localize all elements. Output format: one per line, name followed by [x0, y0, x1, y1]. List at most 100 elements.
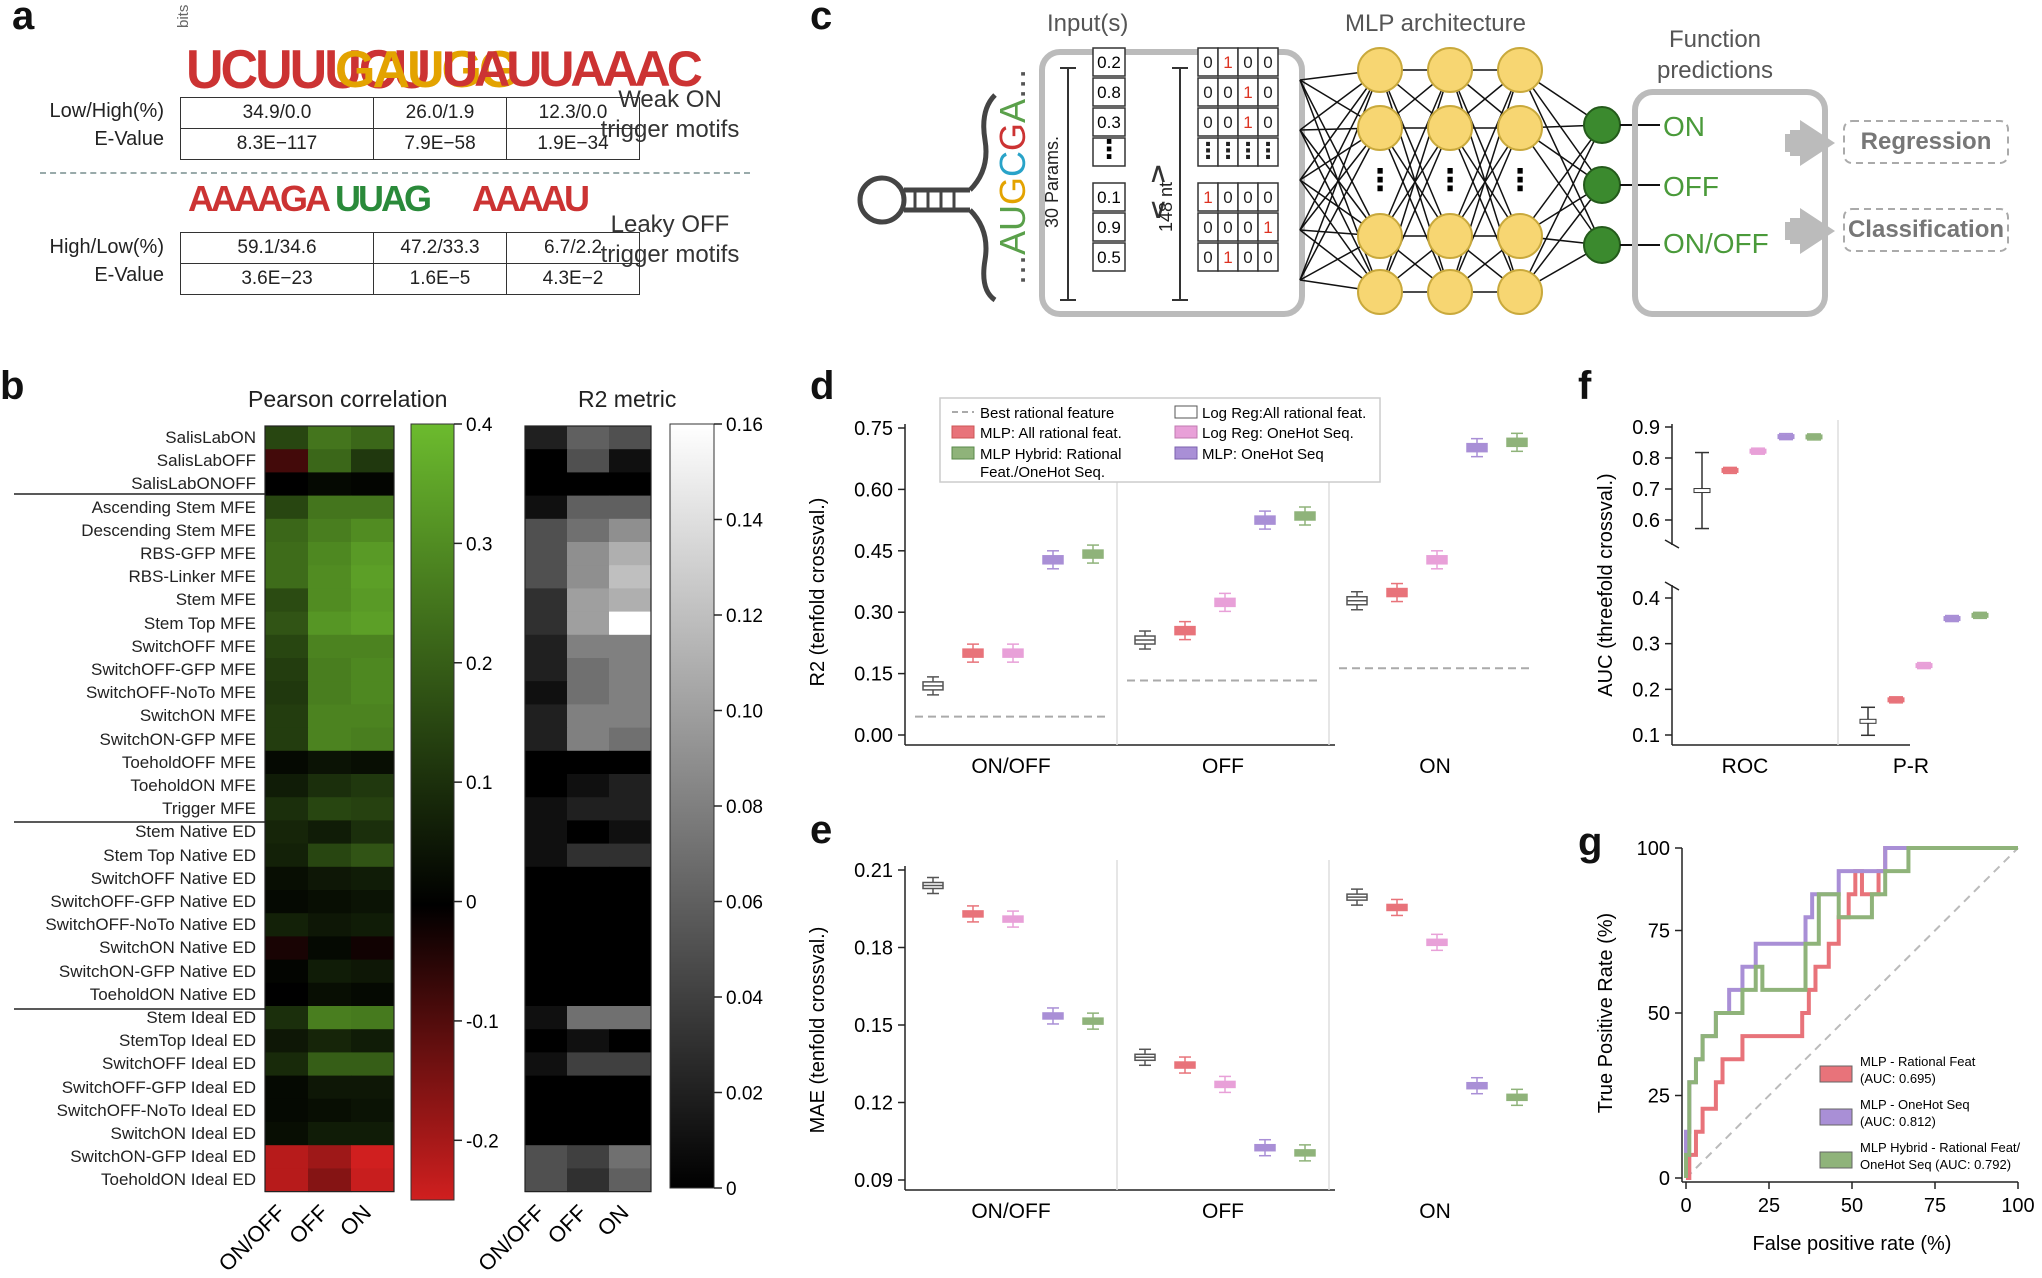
motif-logo: UAUUAAAC: [442, 41, 703, 97]
heatmap-cell: [567, 611, 610, 636]
heatmap-cell: [308, 890, 352, 914]
heatmap-cell: [265, 1122, 309, 1146]
heatmap-cell: [308, 913, 352, 937]
heatmap-cell: [525, 727, 568, 752]
param-value: ⋮: [1096, 134, 1122, 164]
table-cell: 47.2/33.3: [373, 232, 507, 264]
heatmap-cell: [308, 1029, 352, 1053]
onehot-value: 1: [1243, 113, 1252, 132]
heatmap-cell: [351, 820, 395, 845]
heatmap-cell: [609, 1029, 652, 1053]
heatmap-cell: [265, 611, 309, 636]
colorbar-tick-label: 0.08: [726, 797, 763, 818]
and-symbol: ∧: [1148, 157, 1169, 188]
heatmap-cell: [525, 1145, 568, 1169]
param-value: 0.8: [1097, 83, 1121, 102]
colorbar-tick-label: -0.2: [466, 1131, 499, 1152]
heatmap-cell: [609, 634, 652, 659]
heatmap-cell: [609, 727, 652, 752]
param-value: 0.9: [1097, 218, 1121, 237]
heatmap-row-label: RBS-Linker MFE: [128, 567, 256, 587]
onehot-value: 0: [1263, 53, 1272, 72]
heatmap-row-label: SwitchON Ideal ED: [110, 1124, 257, 1143]
heatmap-row-label: SwitchOFF MFE: [131, 636, 256, 656]
heatmap-cell: [351, 518, 395, 543]
heatmap-cell: [567, 681, 610, 705]
legend-swatch: [1174, 446, 1198, 460]
panel-label-g: g: [1578, 820, 1603, 864]
colorbar-tick-label: 0.10: [726, 702, 763, 723]
leaky-off-table: 59.1/34.6 47.2/33.3 6.7/2.2 3.6E−23 1.6E−5 4…: [180, 232, 640, 295]
heatmap-row-label: SwitchOFF-NoTo Ideal ED: [56, 1100, 256, 1120]
motif-logo: UCUUUCU: [186, 39, 431, 101]
heatmap-cell: [308, 959, 352, 984]
heatmap-cell: [308, 1006, 352, 1030]
heatmap-cell: [351, 890, 395, 914]
table-cell: 7.9E−58: [373, 128, 507, 160]
heatmap-row-label: ToeholdON MFE: [130, 776, 256, 795]
heatmap-row-label: Stem Ideal ED: [146, 1008, 256, 1027]
heatmap-cell: [525, 518, 568, 543]
leaky-off-label-2: trigger motifs: [600, 241, 740, 268]
y-tick-label: 0.15: [854, 1015, 893, 1037]
colorbar-tick-label: 0.1: [466, 773, 492, 794]
heatmap-cell: [525, 890, 568, 914]
heatmap-cell: [567, 1029, 610, 1053]
heatmap-cell: [351, 1122, 395, 1146]
box-log-reg-onehot-seq-: [1749, 448, 1767, 454]
heatmap-row-label: SwitchON MFE: [139, 706, 256, 726]
y-tick-label: 0.18: [854, 938, 893, 960]
onehot-cell: [1257, 137, 1279, 167]
group-label: ON/OFF: [971, 1200, 1050, 1223]
heatmap-row-label: SwitchON-GFP Native ED: [58, 961, 256, 981]
heatmap-cell: [567, 1122, 610, 1146]
sequence-label: ...AUGCGA...: [992, 69, 1033, 285]
heatmap-row-label: SalisLabONOFF: [131, 474, 256, 494]
heatmap-cell: [308, 1098, 352, 1123]
connection: [1519, 69, 1603, 246]
heatmap-cell: [265, 495, 309, 520]
table-cell: 3.6E−23: [180, 263, 374, 295]
heatmap-cell: [525, 1075, 568, 1100]
onehot-value: 0: [1203, 83, 1212, 102]
neuron: [1497, 105, 1543, 151]
heatmap-cell: [525, 658, 568, 682]
heatmap-cell: [567, 426, 610, 450]
heatmap-cell: [525, 936, 568, 961]
colorbar-tick-label: 0.16: [726, 415, 763, 436]
connection: [1299, 127, 1381, 281]
heatmap-cell: [351, 1006, 395, 1030]
colorbar-tick-label: 0.12: [726, 606, 763, 627]
motif-logo: AAAAU: [472, 178, 590, 219]
y-tick-label: 0.45: [854, 541, 893, 563]
heatmap-cell: [265, 518, 309, 543]
row-label: High/Low(%): [49, 236, 164, 258]
neuron: [1497, 47, 1543, 93]
row-label: E-Value: [94, 264, 164, 286]
y-tick-label: 0.2: [1632, 679, 1660, 701]
heatmap-row-label: Descending Stem MFE: [81, 520, 256, 540]
heatmap-cell: [609, 1122, 652, 1146]
row-label: E-Value: [94, 128, 164, 150]
heatmap-cell: [567, 936, 610, 961]
axis-break: [1664, 581, 1680, 591]
group-label: OFF: [1202, 1200, 1244, 1223]
table-cell: 59.1/34.6: [180, 232, 374, 264]
heatmap-cell: [265, 1145, 309, 1169]
heatmap-row-label: Ascending Stem MFE: [91, 497, 256, 517]
onehot-cell: [1257, 182, 1279, 212]
x-axis-label: False positive rate (%): [1753, 1233, 1952, 1255]
heatmap-cell: [525, 913, 568, 937]
heatmap-cell: [609, 843, 652, 868]
heatmap-cell: [351, 959, 395, 984]
param-value: 0.2: [1097, 53, 1121, 72]
y-tick-label: 0.12: [854, 1093, 893, 1115]
heatmap-row-label: SwitchOFF-GFP MFE: [91, 660, 256, 679]
heatmap-cell: [351, 727, 395, 752]
heatmap-cell: [265, 704, 309, 729]
param-cell: [1092, 137, 1126, 167]
heatmap-cell: [308, 426, 352, 450]
legend-box: [939, 397, 1381, 483]
legend-label: OneHot Seq (AUC: 0.792): [1860, 1157, 2011, 1172]
legend-label: MLP Hybrid: Rational: [980, 446, 1121, 463]
